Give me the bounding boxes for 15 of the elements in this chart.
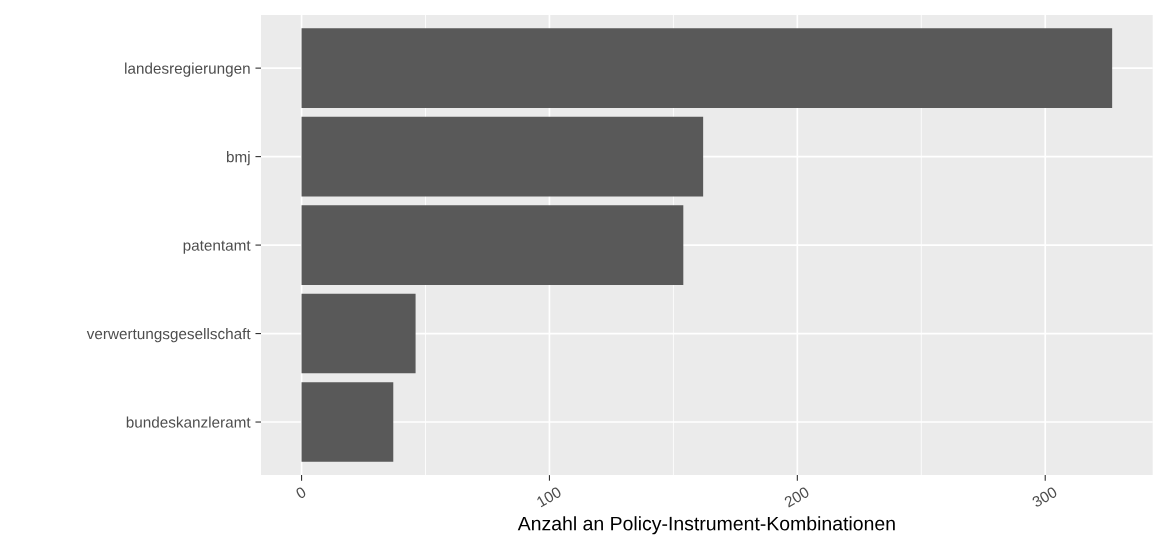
y-tick-label: patentamt bbox=[183, 240, 251, 254]
x-tick-label: 100 bbox=[536, 486, 563, 508]
bar bbox=[301, 28, 1113, 108]
bar bbox=[301, 293, 416, 374]
x-tick-label: 300 bbox=[1031, 486, 1058, 508]
bar bbox=[301, 116, 704, 197]
y-tick-label: landesregierungen bbox=[125, 62, 250, 77]
bar bbox=[301, 382, 394, 462]
x-tick-label: 200 bbox=[783, 486, 810, 508]
y-tick-label: bundeskanzleramt bbox=[126, 416, 251, 428]
y-tick-label: bmj bbox=[226, 151, 250, 166]
x-axis-title: Anzahl an Policy-Instrument-Kombinationen bbox=[517, 516, 895, 535]
x-tick-label: 0 bbox=[295, 486, 307, 500]
y-tick-label: verwertungsgesellschaft bbox=[86, 328, 251, 343]
bar bbox=[301, 205, 684, 285]
